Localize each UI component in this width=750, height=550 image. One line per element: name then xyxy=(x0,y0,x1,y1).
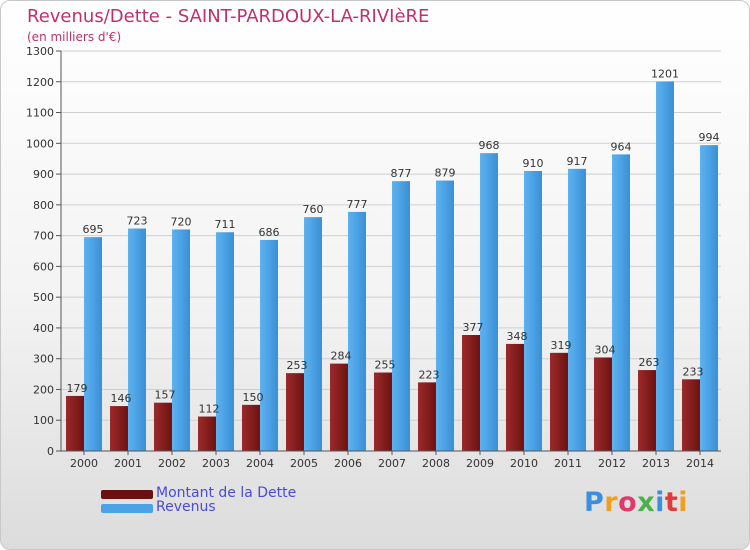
x-tick-label-2010: 2010 xyxy=(510,457,538,470)
data-label-dette-2006: 284 xyxy=(331,350,352,363)
bar-dette-2014 xyxy=(682,379,700,451)
data-label-dette-2007: 255 xyxy=(375,359,396,372)
x-tick-label-2005: 2005 xyxy=(290,457,318,470)
y-tick-label: 1100 xyxy=(26,107,54,120)
y-tick-label: 600 xyxy=(33,260,54,273)
data-label-revenus-2009: 968 xyxy=(479,139,500,152)
bar-dette-2009 xyxy=(462,335,480,451)
legend-swatch-revenus xyxy=(101,504,153,513)
bar-revenus-2000 xyxy=(84,237,102,451)
bar-revenus-2010 xyxy=(524,171,542,451)
data-label-revenus-2006: 777 xyxy=(347,198,368,211)
bar-revenus-2005 xyxy=(304,217,322,451)
y-tick-label: 500 xyxy=(33,291,54,304)
y-tick-label: 1000 xyxy=(26,137,54,150)
y-tick-label: 400 xyxy=(33,322,54,335)
y-tick-label: 1200 xyxy=(26,76,54,89)
data-label-dette-2013: 263 xyxy=(639,356,660,369)
bar-revenus-2002 xyxy=(172,229,190,451)
bar-revenus-2014 xyxy=(700,145,718,451)
data-label-dette-2004: 150 xyxy=(243,391,264,404)
bar-dette-2005 xyxy=(286,373,304,451)
data-label-revenus-2008: 879 xyxy=(435,167,456,180)
y-tick-label: 0 xyxy=(47,445,54,458)
bar-dette-2013 xyxy=(638,370,656,451)
data-label-revenus-2002: 720 xyxy=(171,215,192,228)
data-label-dette-2003: 112 xyxy=(199,403,220,416)
data-label-dette-2011: 319 xyxy=(551,339,572,352)
y-tick-label: 100 xyxy=(33,414,54,427)
y-tick-label: 1300 xyxy=(26,45,54,58)
legend-label-dette: Montant de la Dette xyxy=(156,485,297,501)
bar-dette-2011 xyxy=(550,352,568,451)
y-tick-label: 900 xyxy=(33,168,54,181)
data-label-revenus-2012: 964 xyxy=(611,140,632,153)
bar-revenus-2004 xyxy=(260,239,278,451)
bar-revenus-2003 xyxy=(216,232,234,451)
x-tick-label-2014: 2014 xyxy=(686,457,714,470)
data-label-dette-2010: 348 xyxy=(507,330,528,343)
bar-revenus-2012 xyxy=(612,154,630,451)
data-label-revenus-2010: 910 xyxy=(523,157,544,170)
bar-dette-2004 xyxy=(242,404,260,451)
x-tick-label-2001: 2001 xyxy=(114,457,142,470)
bar-dette-2010 xyxy=(506,343,524,451)
x-tick-label-2004: 2004 xyxy=(246,457,274,470)
data-label-revenus-2001: 723 xyxy=(127,215,148,228)
bar-revenus-2011 xyxy=(568,168,586,451)
bar-dette-2008 xyxy=(418,382,436,451)
data-label-revenus-2000: 695 xyxy=(83,223,104,236)
x-tick-label-2002: 2002 xyxy=(158,457,186,470)
data-label-dette-2008: 223 xyxy=(419,368,440,381)
data-label-revenus-2004: 686 xyxy=(259,226,280,239)
bar-revenus-2007 xyxy=(392,181,410,451)
data-label-revenus-2014: 994 xyxy=(699,131,720,144)
data-label-dette-2012: 304 xyxy=(595,343,616,356)
chart-title: Revenus/Dette - SAINT-PARDOUX-LA-RIVIèRE xyxy=(27,6,430,27)
chart-subtitle: (en milliers d'€) xyxy=(27,30,122,44)
x-tick-label-2011: 2011 xyxy=(554,457,582,470)
x-tick-label-2008: 2008 xyxy=(422,457,450,470)
bar-revenus-2008 xyxy=(436,180,454,452)
data-label-revenus-2013: 1201 xyxy=(651,67,679,80)
data-label-dette-2000: 179 xyxy=(67,382,88,395)
legend-swatch-dette xyxy=(101,490,153,499)
bar-dette-2007 xyxy=(374,372,392,451)
legend-label-revenus: Revenus xyxy=(156,499,216,515)
bar-dette-2012 xyxy=(594,357,612,451)
bar-revenus-2009 xyxy=(480,153,498,451)
y-tick-label: 200 xyxy=(33,383,54,396)
bar-dette-2001 xyxy=(110,406,128,451)
bar-revenus-2001 xyxy=(128,228,146,451)
x-tick-label-2003: 2003 xyxy=(202,457,230,470)
data-label-dette-2014: 233 xyxy=(683,365,704,378)
y-tick-label: 800 xyxy=(33,199,54,212)
proxiti-logo: Proxiti xyxy=(584,487,689,518)
x-tick-label-2012: 2012 xyxy=(598,457,626,470)
data-label-dette-2005: 253 xyxy=(287,359,308,372)
x-tick-label-2007: 2007 xyxy=(378,457,406,470)
x-tick-label-2006: 2006 xyxy=(334,457,362,470)
bar-revenus-2013 xyxy=(656,81,674,451)
y-tick-label: 300 xyxy=(33,353,54,366)
bar-revenus-2006 xyxy=(348,211,366,451)
data-label-dette-2009: 377 xyxy=(463,321,484,334)
bar-dette-2006 xyxy=(330,363,348,451)
data-label-revenus-2007: 877 xyxy=(391,167,412,180)
bar-dette-2000 xyxy=(66,395,84,451)
x-tick-label-2009: 2009 xyxy=(466,457,494,470)
bar-dette-2003 xyxy=(198,416,216,451)
data-label-revenus-2003: 711 xyxy=(215,218,236,231)
data-label-revenus-2005: 760 xyxy=(303,203,324,216)
data-label-revenus-2011: 917 xyxy=(567,155,588,168)
bar-dette-2002 xyxy=(154,402,172,451)
x-tick-label-2013: 2013 xyxy=(642,457,670,470)
data-label-dette-2002: 157 xyxy=(155,389,176,402)
x-tick-label-2000: 2000 xyxy=(70,457,98,470)
y-tick-label: 700 xyxy=(33,230,54,243)
data-label-dette-2001: 146 xyxy=(111,392,132,405)
